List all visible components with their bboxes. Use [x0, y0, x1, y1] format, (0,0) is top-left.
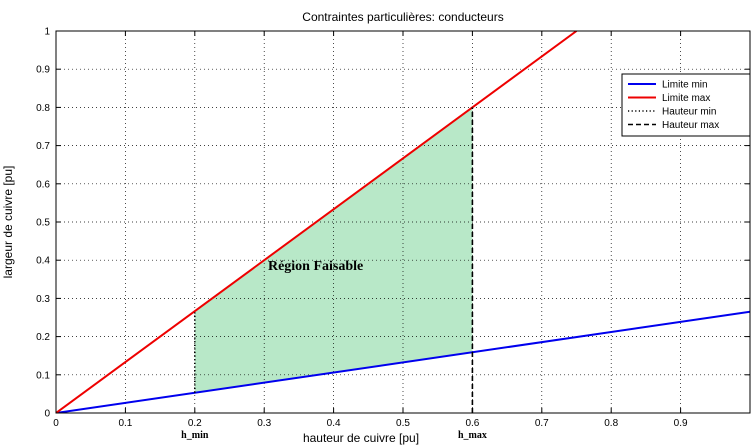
marker-label-h-min: h_min	[181, 430, 209, 441]
y-tick-label: 0.7	[36, 141, 50, 152]
x-tick-label: 0	[53, 418, 59, 429]
y-tick-label: 0.2	[36, 332, 50, 343]
region-label: Région Faisable	[268, 259, 363, 274]
chart-title: Contraintes particulières: conducteurs	[302, 10, 503, 24]
y-tick-label: 0.4	[36, 256, 50, 267]
y-tick-label: 0.8	[36, 103, 50, 114]
y-tick-label: 0.9	[36, 65, 50, 76]
x-tick-label: 0.9	[674, 418, 688, 429]
marker-label-h-max: h_max	[458, 430, 487, 441]
legend-label-2: Hauteur min	[662, 107, 716, 118]
y-tick-label: 0.3	[36, 294, 50, 305]
x-tick-label: 0.1	[118, 418, 132, 429]
y-tick-label: 1	[44, 27, 50, 38]
legend: Limite min Limite max Hauteur min Hauteur m…	[621, 73, 751, 137]
legend-label-1: Limite max	[662, 93, 710, 104]
legend-label-0: Limite min	[662, 80, 708, 91]
series-line-0	[56, 310, 750, 413]
x-tick-label: 0.3	[257, 418, 271, 429]
legend-label-3: Hauteur max	[662, 120, 719, 131]
x-axis-label: hauteur de cuivre [pu]	[303, 431, 419, 445]
x-tick-label: 0.6	[465, 418, 479, 429]
x-tick-label: 0.8	[604, 418, 618, 429]
x-tick-label: 0.7	[535, 418, 549, 429]
y-tick-label: 0.1	[36, 370, 50, 381]
series-line-1	[56, 31, 578, 413]
x-tick-label: 0.4	[327, 418, 341, 429]
y-tick-label: 0.5	[36, 218, 50, 229]
y-tick-label: 0	[44, 409, 50, 420]
feasible-region	[194, 107, 473, 393]
y-axis-label: largeur de cuivre [pu]	[1, 166, 15, 279]
x-tick-label: 0.5	[396, 418, 410, 429]
y-tick-label: 0.6	[36, 179, 50, 190]
x-tick-label: 0.2	[188, 418, 202, 429]
